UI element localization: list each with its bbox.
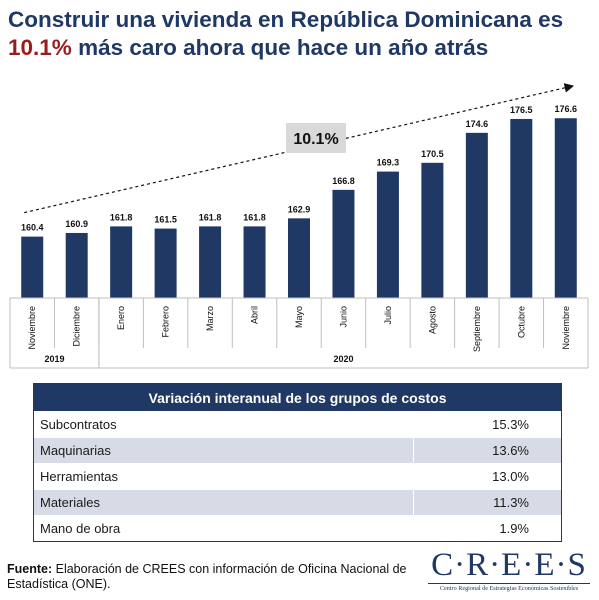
table-row: Maquinarias 13.6% [34, 437, 561, 463]
bar [376, 171, 399, 298]
tick-label: Junio [338, 306, 348, 328]
tick-label: Febrero [161, 306, 171, 338]
table-row: Mano de obra 1.9% [34, 515, 561, 541]
data-label: 169.3 [377, 158, 400, 168]
logo-rule [428, 583, 590, 584]
crees-logo: C·R·E·E·S Centro Regional de Estrategias… [424, 548, 594, 596]
tick-label: Noviembre [561, 306, 571, 350]
bar [110, 226, 133, 298]
data-label: 174.6 [466, 119, 489, 129]
tick-label: Enero [116, 306, 126, 330]
annotation-label: 10.1% [293, 131, 338, 148]
tick-label: Noviembre [27, 306, 37, 350]
tick-label: Septiembre [472, 306, 482, 352]
row-category: Mano de obra [34, 516, 414, 541]
data-label: 170.5 [421, 149, 444, 159]
title-highlight: 10.1% [8, 35, 72, 60]
data-label: 161.8 [110, 212, 133, 222]
table-header: Variación interanual de los grupos de co… [34, 384, 561, 411]
data-label: 161.8 [243, 212, 266, 222]
tick-label: Agosto [427, 306, 437, 334]
tick-label: Abril [250, 306, 260, 324]
bar [421, 162, 444, 298]
bar [243, 226, 266, 298]
row-category: Herramientas [34, 464, 414, 489]
bar [332, 189, 355, 298]
bar [510, 118, 533, 298]
table-row: Herramientas 13.0% [34, 463, 561, 489]
row-value: 13.0% [492, 469, 529, 484]
data-label: 160.4 [21, 223, 44, 233]
table-body: Subcontratos 15.3% Maquinarias 13.6% Herrami… [34, 411, 561, 541]
year-label: 2020 [333, 354, 353, 364]
source-note: Fuente: Elaboración de CREES con informa… [7, 562, 407, 592]
tick-label: Julio [383, 306, 393, 325]
bar [65, 232, 88, 298]
row-value: 15.3% [492, 417, 529, 432]
title-line2: más caro ahora que hace un año atrás [71, 35, 489, 60]
row-category: Maquinarias [34, 438, 414, 463]
bar [554, 118, 577, 298]
bar [199, 226, 222, 298]
annotation-box [286, 123, 346, 153]
row-category: Subcontratos [34, 412, 414, 437]
data-label: 162.9 [288, 204, 311, 214]
tick-label: Mayo [294, 306, 304, 328]
row-value: 11.3% [493, 495, 529, 510]
page-title: Construir una vivienda en República Domi… [8, 6, 593, 62]
logo-word: C·R·E·E·S [431, 547, 587, 583]
data-label: 161.8 [199, 212, 222, 222]
source-label: Fuente: [7, 562, 53, 576]
tick-label: Diciembre [72, 306, 82, 347]
data-label: 176.6 [555, 104, 578, 114]
row-value: 1.9% [499, 521, 529, 536]
cost-groups-table: Variación interanual de los grupos de co… [33, 383, 562, 542]
bar [21, 236, 44, 298]
bar [288, 218, 310, 298]
table-row: Subcontratos 15.3% [34, 411, 561, 437]
source-text: Elaboración de CREES con información de … [7, 562, 407, 591]
title-line1: Construir una vivienda en República Domi… [8, 7, 564, 32]
data-label: 166.8 [332, 176, 355, 186]
row-category: Materiales [34, 490, 414, 515]
tick-label: Octubre [516, 306, 526, 338]
year-label: 2019 [44, 354, 64, 364]
row-value: 13.6% [492, 443, 529, 458]
logo-subtitle: Centro Regional de Estrategias Económica… [439, 585, 579, 592]
bar-chart: 10.1% 160.4 Noviembre 160.9 Diciembre 161.8 En… [9, 83, 589, 369]
bar [465, 132, 488, 298]
trend-arrow [24, 83, 575, 214]
data-label: 160.9 [65, 219, 88, 229]
table-row: Materiales 11.3% [34, 489, 561, 515]
bar [154, 228, 177, 298]
data-label: 161.5 [154, 215, 177, 225]
tick-label: Marzo [205, 306, 215, 331]
data-label: 176.5 [510, 105, 533, 115]
